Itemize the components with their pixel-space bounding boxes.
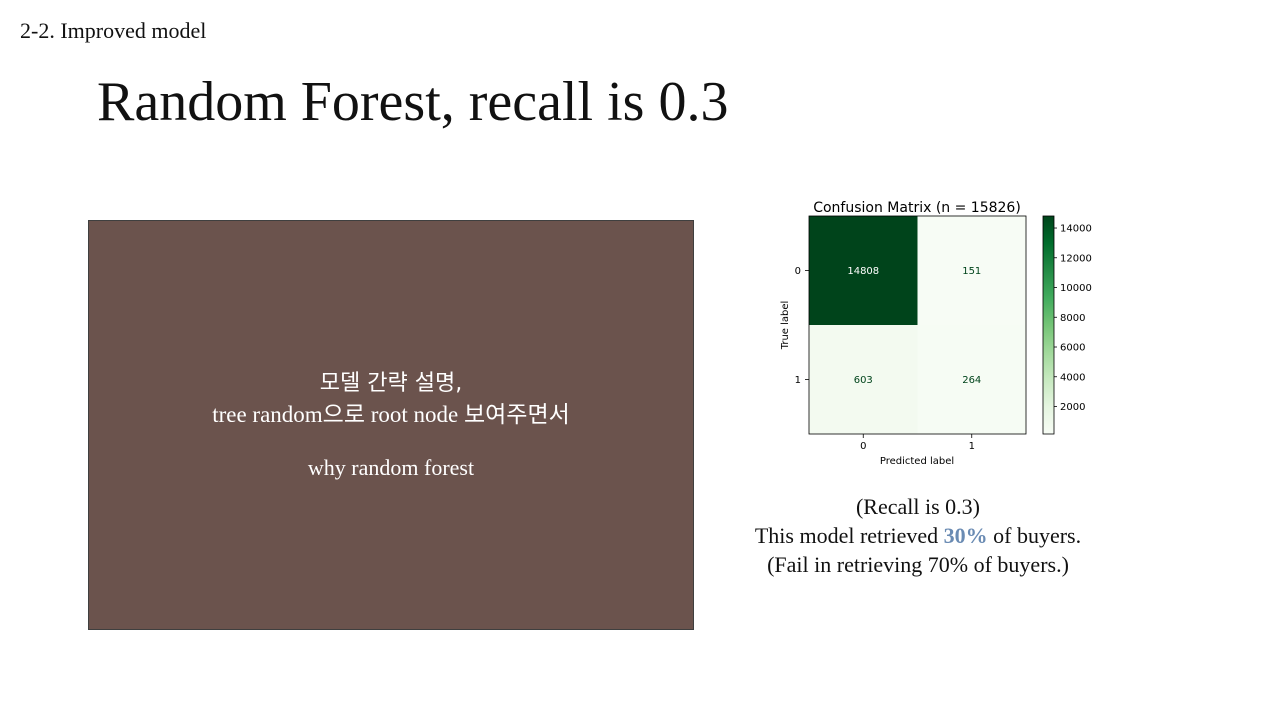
cell-value-label: 264 [962, 375, 981, 386]
caption-line-2-suffix: of buyers. [987, 523, 1082, 548]
caption-highlight: 30% [943, 523, 988, 548]
confusion-matrix-svg: Confusion Matrix (n = 15826) 14808 151 603… [780, 200, 1092, 467]
matrix-cell [917, 216, 1026, 325]
plot-frame [808, 215, 1027, 435]
colorbar [1042, 215, 1055, 435]
colorbar-tick-label: 14000 [1060, 224, 1092, 235]
result-caption: (Recall is 0.3) This model retrieved 30%… [726, 492, 1110, 579]
colorbar-tick-label: 6000 [1060, 343, 1085, 354]
section-label: 2-2. Improved model [20, 18, 207, 43]
colorbar-tick-label: 10000 [1060, 283, 1092, 294]
chart-title: Confusion Matrix (n = 15826) [813, 200, 1021, 216]
colorbar-tick-label: 4000 [1060, 372, 1085, 383]
placeholder-line-1: 모델 간략 설명, [319, 371, 463, 396]
y-tick-label: 0 [795, 266, 801, 277]
placeholder-line-2: tree random으로 root node 보여주면서 [212, 402, 570, 427]
placeholder-line-3: why random forest [307, 455, 475, 480]
cell-value-label: 14808 [847, 266, 879, 277]
matrix-cell [809, 216, 918, 325]
colorbar-tick-label: 12000 [1060, 253, 1092, 264]
caption-line-2-prefix: This model retrieved [754, 523, 944, 548]
caption-line-2: This model retrieved 30% of buyers. [726, 521, 1110, 550]
caption-line-3: (Fail in retrieving 70% of buyers.) [767, 552, 1069, 577]
confusion-matrix-chart: Confusion Matrix (n = 15826) 14808 151 603… [776, 195, 1106, 470]
matrix-cell [809, 325, 918, 434]
caption-line-1: (Recall is 0.3) [855, 494, 981, 519]
x-tick-label: 0 [860, 441, 866, 452]
y-tick-label: 1 [795, 375, 801, 386]
y-axis-label: True label [780, 301, 791, 351]
x-tick-label: 1 [969, 441, 975, 452]
colorbar-tick-label: 8000 [1060, 313, 1085, 324]
colorbar-tick-label: 2000 [1060, 402, 1085, 413]
slide-title: Random Forest, recall is 0.3 [97, 71, 729, 133]
cell-value-label: 603 [854, 375, 873, 386]
matrix-cell [917, 325, 1026, 434]
cell-value-label: 151 [962, 266, 981, 277]
placeholder-box: 모델 간략 설명, tree random으로 root node 보여주면서 … [88, 220, 694, 630]
x-axis-label: Predicted label [880, 456, 954, 467]
